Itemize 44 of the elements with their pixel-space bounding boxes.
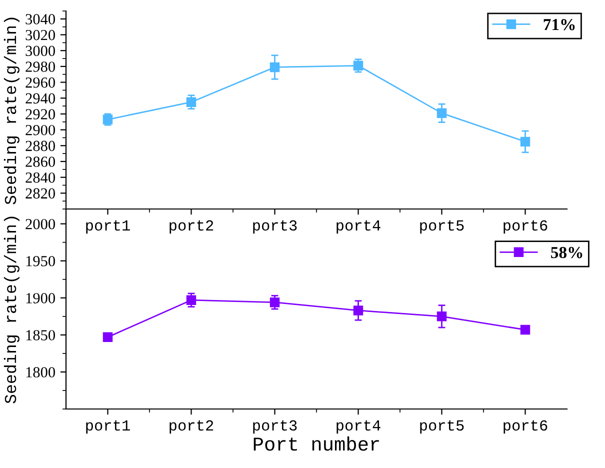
point bbox=[270, 62, 280, 72]
x-tick-label: port5 bbox=[420, 220, 464, 234]
point bbox=[436, 312, 447, 322]
y-tick-label: 2860 bbox=[26, 156, 55, 167]
point bbox=[186, 295, 196, 305]
y-axis-title: Seeding rate(g/min) bbox=[4, 18, 20, 204]
y-tick-label: 1800 bbox=[26, 367, 55, 378]
point bbox=[520, 136, 530, 147]
x-tick-label: port3 bbox=[253, 220, 297, 234]
y-tick-label: 2960 bbox=[26, 77, 55, 88]
y-tick-label: 3000 bbox=[26, 46, 55, 56]
x-tick-label: port1 bbox=[86, 220, 130, 234]
x-tick-label: port4 bbox=[336, 220, 380, 234]
y-tick-label: 2880 bbox=[26, 140, 55, 152]
x-tick-label: port1 bbox=[86, 420, 130, 434]
point bbox=[520, 324, 530, 335]
y-tick-label: 3020 bbox=[26, 30, 55, 40]
y-tick-label: 2000 bbox=[26, 218, 55, 230]
x-tick-label: port2 bbox=[170, 420, 214, 434]
x-tick-label: port3 bbox=[253, 420, 297, 434]
y-tick-label: 1850 bbox=[26, 330, 55, 340]
y-tick-label: 1900 bbox=[26, 293, 55, 304]
y-tick-label: 1950 bbox=[26, 256, 55, 266]
legend-label: 58% bbox=[551, 246, 582, 258]
y-tick-label: 2980 bbox=[26, 62, 55, 72]
x-tick-label: port5 bbox=[420, 420, 464, 434]
y-tick-label: 2900 bbox=[26, 124, 55, 136]
y-tick-label: 2820 bbox=[26, 188, 55, 199]
point bbox=[436, 108, 447, 118]
x-axis-title: Port number bbox=[254, 436, 379, 451]
point bbox=[353, 306, 364, 316]
y-tick-label: 3040 bbox=[26, 14, 55, 24]
y-axis-title: Seeding rate(g/min) bbox=[4, 216, 20, 404]
point bbox=[270, 297, 280, 308]
x-tick-label: port6 bbox=[504, 220, 548, 234]
point bbox=[102, 332, 113, 342]
y-tick-label: 2940 bbox=[26, 93, 55, 104]
x-tick-label: port4 bbox=[336, 420, 380, 434]
y-tick-label: 2840 bbox=[26, 172, 55, 183]
point bbox=[186, 97, 196, 107]
legend-label: 71% bbox=[544, 18, 575, 30]
y-tick-label: 2920 bbox=[26, 109, 55, 120]
x-tick-label: port2 bbox=[170, 220, 214, 234]
x-tick-label: port6 bbox=[504, 420, 548, 434]
